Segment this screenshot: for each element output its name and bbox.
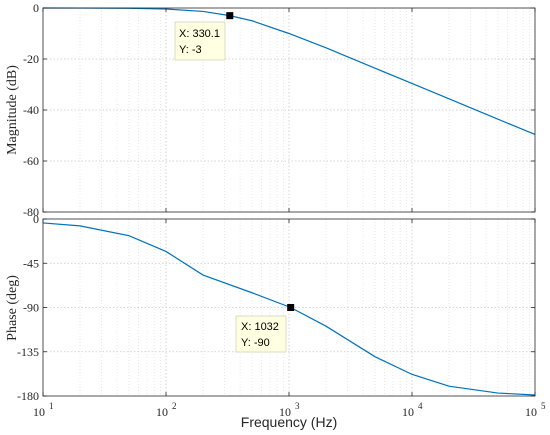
x-tick-exponent: 1 — [49, 401, 54, 411]
x-tick-label: 10 — [525, 405, 537, 419]
y-tick-label: -20 — [23, 52, 39, 66]
phase-datatip-x: X: 1032 — [241, 321, 279, 333]
magnitude-datatip-x: X: 330.1 — [179, 28, 220, 40]
y-tick-label: -45 — [23, 256, 39, 270]
y-tick-label: 0 — [33, 212, 39, 226]
phase-y-ticks: 0 -45 -90 -135 -180 — [17, 212, 536, 403]
magnitude-datatip-box — [174, 21, 226, 61]
x-tick-exponent: 3 — [295, 401, 300, 411]
y-tick-label: -80 — [23, 205, 39, 219]
x-tick-exponent: 2 — [172, 401, 177, 411]
phase-datatip-y: Y: -90 — [241, 337, 270, 349]
phase-panel: 0 -45 -90 -135 -180 Phase (deg) X: 1032 Y: -… — [5, 212, 536, 403]
phase-datatip-box — [235, 315, 287, 353]
magnitude-y-ticks: 0 -20 -40 -60 -80 — [23, 1, 536, 219]
magnitude-y-axis-label: Magnitude (dB) — [5, 65, 20, 155]
magnitude-datatip-marker[interactable] — [226, 12, 234, 20]
phase-minor-grid — [79, 219, 530, 396]
magnitude-datatip-y: Y: -3 — [179, 44, 202, 56]
phase-y-axis-label: Phase (deg) — [5, 275, 20, 341]
y-tick-label: -40 — [23, 103, 39, 117]
y-tick-label: -135 — [17, 345, 39, 359]
phase-datatip-marker[interactable] — [287, 304, 295, 311]
y-tick-label: -90 — [23, 301, 39, 315]
x-tick-label: 10 — [402, 405, 414, 419]
y-tick-label: -180 — [17, 389, 39, 403]
x-tick-labels: 10 1 10 2 10 3 10 4 10 5 — [33, 401, 546, 419]
phase-datatip[interactable]: X: 1032 Y: -90 — [235, 304, 295, 353]
x-tick-label: 10 — [279, 405, 291, 419]
x-tick-label: 10 — [156, 405, 168, 419]
x-tick-exponent: 5 — [541, 401, 546, 411]
x-tick-exponent: 4 — [418, 401, 423, 411]
x-tick-label: 10 — [33, 405, 45, 419]
magnitude-datatip[interactable]: X: 330.1 Y: -3 — [174, 12, 234, 61]
y-tick-label: -60 — [23, 154, 39, 168]
y-tick-label: 0 — [33, 1, 39, 15]
magnitude-panel: 0 -20 -40 -60 -80 Magnitude (dB) X: 330.1 Y:… — [5, 1, 536, 219]
magnitude-major-grid — [43, 8, 535, 212]
x-axis-label: Frequency (Hz) — [241, 414, 337, 430]
